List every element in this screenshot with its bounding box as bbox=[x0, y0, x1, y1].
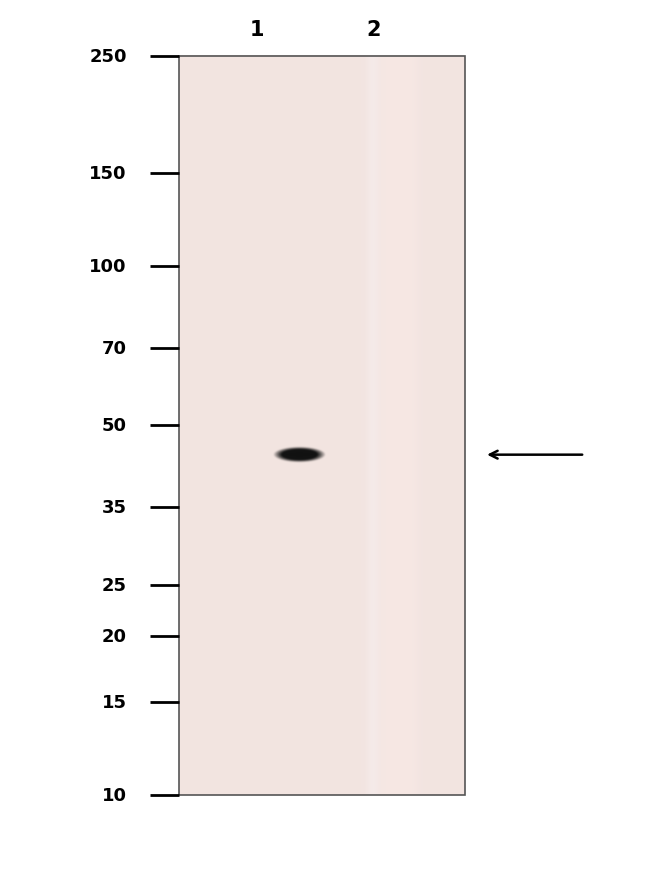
Text: 100: 100 bbox=[89, 258, 127, 275]
Text: 70: 70 bbox=[102, 340, 127, 357]
Text: 15: 15 bbox=[102, 693, 127, 711]
Text: 150: 150 bbox=[89, 165, 127, 182]
Text: 35: 35 bbox=[102, 499, 127, 517]
Text: 50: 50 bbox=[102, 417, 127, 434]
Bar bbox=[179, 56, 465, 795]
Text: 1: 1 bbox=[250, 21, 264, 40]
Text: 25: 25 bbox=[102, 576, 127, 594]
Text: 20: 20 bbox=[102, 627, 127, 645]
Text: 10: 10 bbox=[102, 786, 127, 804]
Text: 250: 250 bbox=[89, 48, 127, 65]
Text: 2: 2 bbox=[367, 21, 381, 40]
